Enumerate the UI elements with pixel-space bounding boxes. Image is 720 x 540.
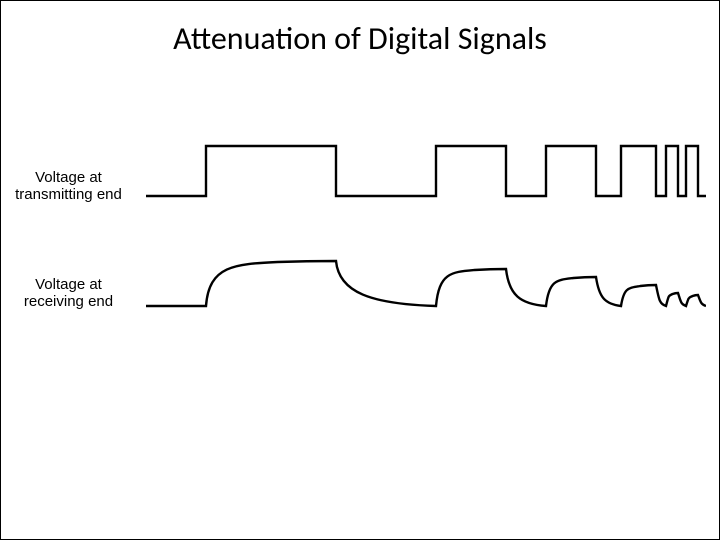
label-receiving-line2: receiving end <box>24 293 113 310</box>
attenuated-wave-path <box>146 261 706 306</box>
slide-title: Attenuation of Digital Signals <box>1 19 719 58</box>
label-transmitting: Voltage at transmitting end <box>1 169 136 204</box>
square-wave-path <box>146 146 706 196</box>
label-receiving-line1: Voltage at <box>35 276 102 293</box>
slide: Attenuation of Digital Signals Voltage a… <box>0 0 720 540</box>
attenuated-wave <box>146 251 706 321</box>
label-transmitting-line2: transmitting end <box>15 186 122 203</box>
label-transmitting-line1: Voltage at <box>35 169 102 186</box>
label-receiving: Voltage at receiving end <box>1 276 136 311</box>
square-wave <box>146 136 706 206</box>
